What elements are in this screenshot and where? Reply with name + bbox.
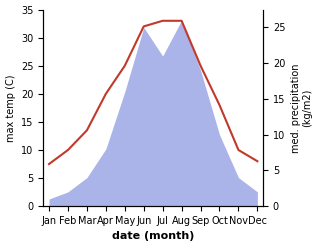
Y-axis label: max temp (C): max temp (C) — [5, 74, 16, 142]
X-axis label: date (month): date (month) — [112, 231, 194, 242]
Y-axis label: med. precipitation
(kg/m2): med. precipitation (kg/m2) — [291, 63, 313, 153]
